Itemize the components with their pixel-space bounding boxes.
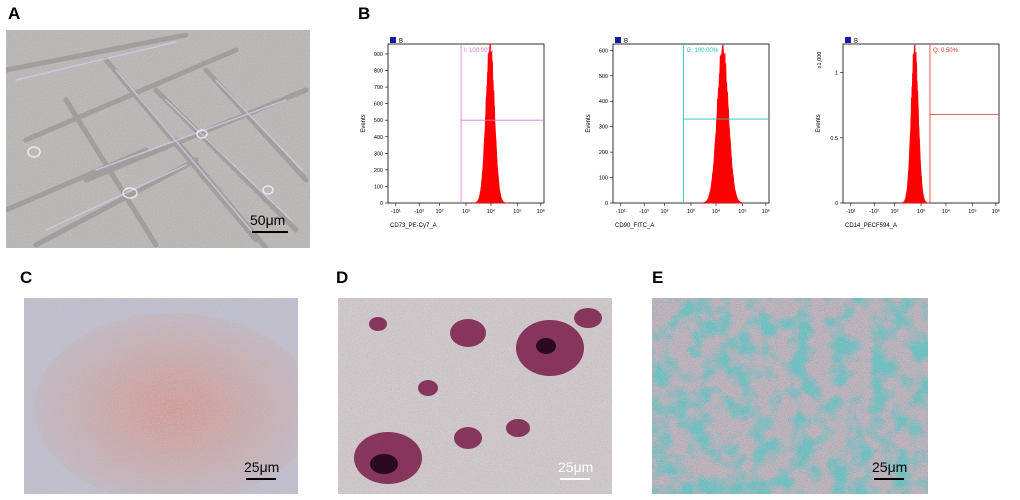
x-tick-label-cd73-1: -10²: [414, 209, 424, 215]
y-tick-label-cd90-3: 300: [599, 125, 608, 131]
legend-label-cd14: B: [854, 39, 858, 45]
flow-histogram-cd73: B 0 100 200 300 400 500 600 700 800 900 Events -10¹ -…: [361, 37, 545, 229]
y-tick-label-cd90-5: 500: [599, 74, 608, 80]
micrograph-d: 25μm: [338, 298, 612, 494]
x-tick-label-cd90-0: -10¹: [616, 209, 626, 215]
scale-bar-d: [560, 478, 590, 480]
histogram-cd73: [472, 43, 508, 204]
y-tick-label-cd73-5: 500: [374, 118, 383, 124]
x-tick-label-cd14-2: 10²: [891, 209, 899, 215]
flow-histogram-cd14: B 0 0.5 1 x1,000 Events -10¹ -10² 10² 10³ 10⁴ 10⁵ 10…: [816, 37, 1000, 229]
plot-frame-cd73: [387, 43, 545, 204]
plot-frame-cd90: [612, 43, 770, 204]
y-tick-label-cd73-6: 600: [374, 102, 383, 108]
micrograph-a-image: [6, 30, 310, 248]
legend-swatch-cd14: [845, 37, 851, 43]
x-tick-label-cd14-6: 10⁶: [992, 208, 1000, 215]
scale-label-d: 25μm: [558, 459, 594, 475]
y-tick-label-cd73-2: 200: [374, 168, 383, 174]
legend-label-cd90: B: [624, 39, 628, 45]
y-tick-label-cd90-0: 0: [605, 201, 608, 207]
y-axis-label-cd14: Events: [816, 114, 822, 132]
x-tick-label-cd90-1: -10²: [639, 209, 649, 215]
y-tick-label-cd73-8: 800: [374, 69, 383, 75]
y-axis-label-cd90: Events: [586, 114, 592, 132]
x-tick-label-cd14-1: -10²: [869, 209, 879, 215]
micrograph-e-image: [652, 298, 928, 494]
x-axis-label-cd90: CD90_FITC_A: [615, 223, 654, 229]
micrograph-c: 25μm: [24, 298, 298, 494]
micrograph-e: 25μm: [652, 298, 928, 494]
x-tick-label-cd73-3: 10³: [462, 209, 470, 215]
micrograph-c-image: [24, 298, 298, 494]
micrograph-a: 50μm: [6, 30, 310, 248]
x-tick-label-cd73-0: -10¹: [391, 209, 401, 215]
x-tick-label-cd90-3: 10³: [687, 209, 695, 215]
y-tick-label-cd14-0: 0: [835, 201, 838, 207]
y-tick-label-cd90-1: 100: [599, 176, 608, 182]
x-tick-label-cd14-0: -10¹: [846, 209, 856, 215]
y-tick-label-cd90-2: 200: [599, 150, 608, 156]
y-tick-label-cd14-1: 0.5: [830, 136, 838, 142]
scale-label-e: 25μm: [872, 459, 908, 475]
y-tick-label-cd73-4: 400: [374, 135, 383, 141]
x-tick-label-cd73-2: 10²: [436, 209, 444, 215]
x-tick-label-cd90-6: 10⁶: [762, 208, 770, 215]
histogram-cd90: [700, 43, 746, 204]
x-tick-label-cd90-2: 10²: [661, 209, 669, 215]
y-tick-label-cd73-7: 700: [374, 85, 383, 91]
y-multiplier-cd14: x1,000: [817, 52, 823, 69]
scale-label-a: 50μm: [250, 212, 286, 228]
x-axis-label-cd14: CD14_PECF594_A: [845, 223, 897, 229]
gate-label-cd90: G: 100.00%: [686, 48, 718, 54]
y-tick-label-cd73-3: 300: [374, 151, 383, 157]
x-axis-label-cd73: CD73_PE-Cy7_A: [390, 223, 437, 229]
panel-label-a: A: [8, 4, 21, 23]
histogram-cd14: [900, 43, 930, 204]
legend-swatch-cd73: [390, 37, 396, 43]
panel-label-b: B: [358, 4, 371, 23]
panel-label-d: D: [336, 268, 349, 287]
scale-bar-e: [874, 478, 904, 480]
x-tick-label-cd73-4: 10⁴: [487, 208, 496, 215]
x-tick-label-cd14-5: 10⁵: [968, 208, 976, 215]
x-tick-label-cd14-3: 10³: [917, 209, 925, 215]
micrograph-d-image: [338, 298, 612, 494]
x-tick-label-cd14-4: 10⁴: [942, 208, 951, 215]
gate-label-cd73: I: 100.00%: [464, 48, 493, 54]
y-tick-label-cd90-6: 600: [599, 48, 608, 54]
flow-histogram-cd90: B 0 100 200 300 400 500 600 Events -10¹ -10² 10² 10³…: [586, 37, 770, 229]
x-tick-label-cd73-6: 10⁶: [537, 208, 545, 215]
gate-label-cd14: Q: 0.50%: [933, 48, 959, 54]
y-tick-label-cd73-0: 0: [380, 201, 383, 207]
y-tick-label-cd90-4: 400: [599, 99, 608, 105]
legend-swatch-cd90: [615, 37, 621, 43]
x-tick-label-cd90-5: 10⁵: [738, 208, 746, 215]
legend-label-cd73: B: [399, 39, 403, 45]
panel-label-c: C: [20, 268, 33, 287]
panel-label-e: E: [652, 268, 664, 287]
scale-bar-c: [246, 478, 276, 480]
y-axis-label-cd73: Events: [361, 114, 367, 132]
y-tick-label-cd73-1: 100: [374, 184, 383, 190]
y-tick-label-cd73-9: 900: [374, 52, 383, 58]
x-tick-label-cd90-4: 10⁴: [712, 208, 721, 215]
scale-bar-a: [252, 231, 288, 233]
scale-label-c: 25μm: [244, 459, 280, 475]
x-tick-label-cd73-5: 10⁵: [513, 208, 521, 215]
y-tick-label-cd14-2: 1: [835, 71, 838, 77]
